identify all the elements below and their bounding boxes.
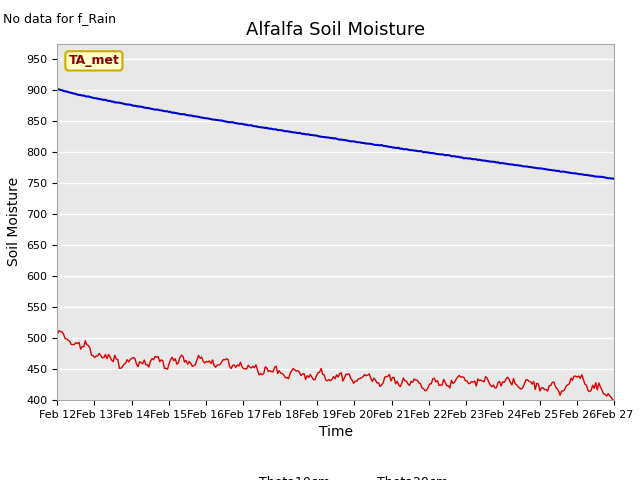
Legend: Theta10cm, Theta20cm: Theta10cm, Theta20cm	[219, 471, 453, 480]
Title: Alfalfa Soil Moisture: Alfalfa Soil Moisture	[246, 21, 426, 39]
X-axis label: Time: Time	[319, 425, 353, 440]
Text: No data for f_Rain: No data for f_Rain	[3, 12, 116, 25]
Text: TA_met: TA_met	[68, 54, 120, 67]
Y-axis label: Soil Moisture: Soil Moisture	[7, 178, 21, 266]
